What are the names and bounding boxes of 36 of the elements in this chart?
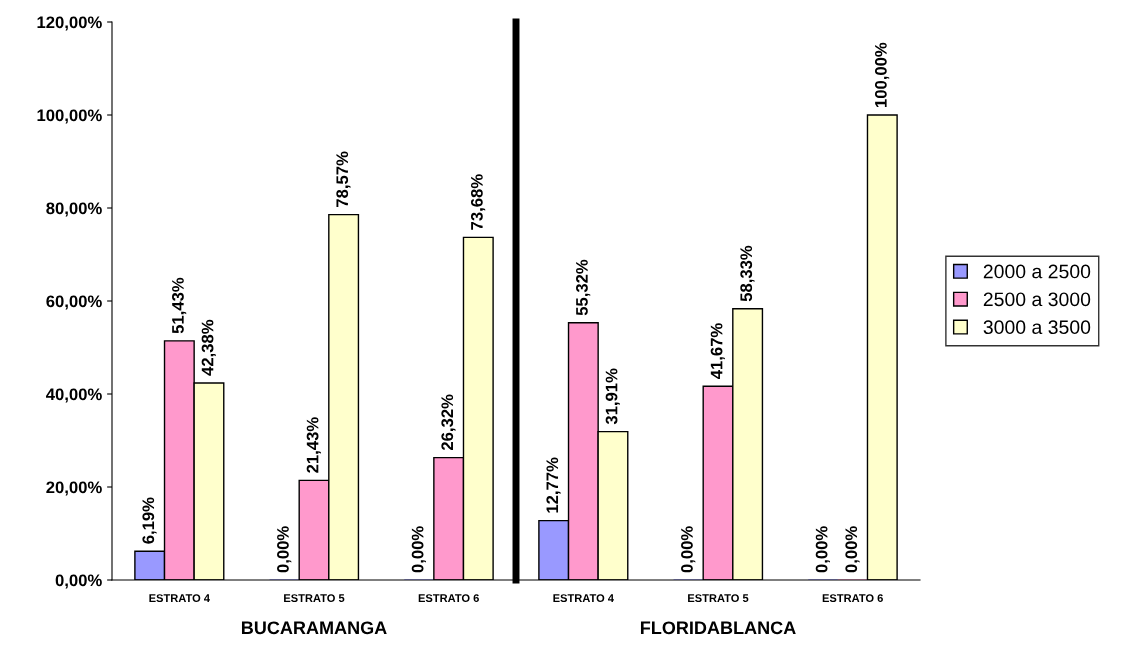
data-label: 12,77%	[546, 457, 561, 513]
y-tick-label: 0,00%	[55, 574, 102, 589]
data-label: 51,43%	[172, 277, 187, 334]
legend-label: 2000 a 2500	[983, 264, 1091, 279]
data-label: 41,67%	[710, 323, 725, 380]
x-tick-label: ESTRATO 4	[553, 594, 614, 603]
y-tick-label: 120,00%	[37, 16, 102, 31]
legend-label: 3000 a 3500	[983, 320, 1091, 335]
x-tick-label: ESTRATO 5	[688, 594, 749, 603]
data-label: 78,57%	[336, 151, 351, 207]
data-label: 0,00%	[277, 526, 292, 573]
data-label: 73,68%	[470, 174, 486, 230]
data-label: 0,00%	[681, 526, 696, 573]
x-axis-title: BUCARAMANGA	[241, 621, 387, 635]
x-tick-label: ESTRATO 6	[822, 594, 883, 603]
data-label: 42,38%	[201, 319, 216, 376]
y-tick-label: 20,00%	[46, 481, 102, 496]
data-label: 100,00%	[874, 42, 890, 107]
y-tick-label: 80,00%	[46, 202, 102, 217]
y-tick-label: 100,00%	[37, 109, 102, 124]
y-tick-label: 40,00%	[46, 388, 102, 403]
y-tick-label: 60,00%	[46, 295, 102, 310]
data-label: 21,43%	[306, 417, 321, 473]
legend-label: 2500 a 3000	[983, 292, 1091, 307]
data-label: 0,00%	[815, 526, 830, 573]
x-tick-label: ESTRATO 5	[284, 594, 345, 603]
x-tick-label: ESTRATO 4	[149, 594, 210, 603]
x-axis-title: FLORIDABLANCA	[640, 621, 796, 635]
data-label: 31,91%	[605, 368, 620, 425]
data-label: 55,32%	[576, 259, 591, 316]
data-label: 26,32%	[441, 394, 456, 451]
data-label: 58,33%	[740, 245, 755, 302]
data-label: 0,00%	[411, 526, 426, 573]
data-label: 0,00%	[845, 526, 860, 573]
x-tick-label: ESTRATO 6	[418, 594, 479, 603]
data-label: 6,19%	[142, 497, 157, 544]
